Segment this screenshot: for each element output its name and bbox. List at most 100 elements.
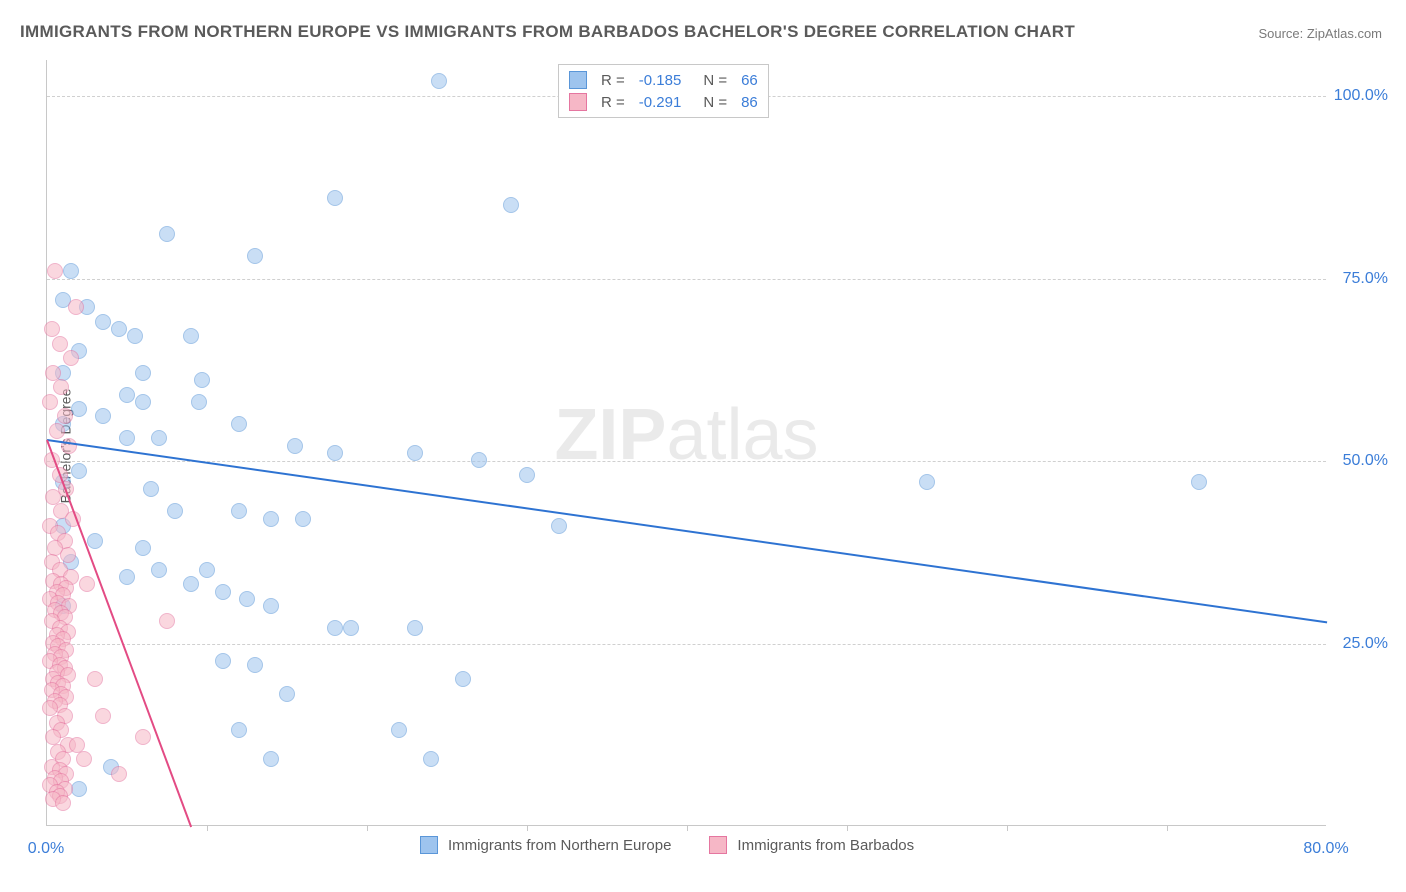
data-point [135,540,151,556]
data-point [135,729,151,745]
data-point [135,394,151,410]
data-point [191,394,207,410]
scatter-plot-area: ZIPatlas [46,60,1326,826]
x-tick-label: 80.0% [1303,840,1348,858]
legend-swatch [569,93,587,111]
data-point [71,463,87,479]
data-point [247,657,263,673]
data-point [247,248,263,264]
data-point [49,423,65,439]
data-point [53,379,69,395]
gridline-horizontal [47,279,1326,280]
x-tick [367,825,368,831]
data-point [119,387,135,403]
y-tick-label: 100.0% [1334,87,1388,105]
legend-label: Immigrants from Northern Europe [448,837,671,854]
data-point [159,226,175,242]
data-point [68,299,84,315]
x-tick [687,825,688,831]
legend-swatch [420,836,438,854]
gridline-horizontal [47,644,1326,645]
series-legend: Immigrants from Northern Europe Immigrant… [420,836,942,854]
data-point [183,576,199,592]
data-point [194,372,210,388]
data-point [231,416,247,432]
data-point [279,686,295,702]
data-point [423,751,439,767]
data-point [231,722,247,738]
data-point [199,562,215,578]
data-point [111,321,127,337]
data-point [343,620,359,636]
data-point [52,336,68,352]
data-point [295,511,311,527]
data-point [1191,474,1207,490]
data-point [119,569,135,585]
source-attribution: Source: ZipAtlas.com [1258,26,1382,41]
data-point [327,620,343,636]
data-point [63,263,79,279]
chart-title: IMMIGRANTS FROM NORTHERN EUROPE VS IMMIG… [20,22,1075,42]
data-point [455,671,471,687]
data-point [239,591,255,607]
data-point [231,503,247,519]
x-tick [207,825,208,831]
watermark: ZIPatlas [554,393,818,475]
data-point [919,474,935,490]
data-point [407,445,423,461]
data-point [119,430,135,446]
data-point [111,766,127,782]
data-point [71,401,87,417]
data-point [76,751,92,767]
data-point [215,653,231,669]
data-point [143,481,159,497]
data-point [287,438,303,454]
legend-row: R =-0.185N =66 [569,69,758,91]
data-point [159,613,175,629]
legend-label: Immigrants from Barbados [737,837,914,854]
legend-swatch [709,836,727,854]
x-tick [527,825,528,831]
data-point [519,467,535,483]
data-point [71,781,87,797]
data-point [87,533,103,549]
data-point [42,394,58,410]
x-tick-label: 0.0% [28,840,64,858]
data-point [47,263,63,279]
data-point [263,598,279,614]
data-point [551,518,567,534]
y-tick-label: 50.0% [1343,452,1388,470]
data-point [44,321,60,337]
data-point [87,671,103,687]
data-point [95,314,111,330]
data-point [503,197,519,213]
data-point [407,620,423,636]
gridline-horizontal [47,461,1326,462]
data-point [391,722,407,738]
data-point [127,328,143,344]
data-point [135,365,151,381]
data-point [61,438,77,454]
data-point [215,584,231,600]
x-tick [847,825,848,831]
data-point [263,751,279,767]
x-tick [1167,825,1168,831]
data-point [263,511,279,527]
data-point [471,452,487,468]
data-point [60,547,76,563]
data-point [167,503,183,519]
data-point [45,489,61,505]
data-point [55,795,71,811]
legend-swatch [569,71,587,89]
data-point [45,365,61,381]
data-point [57,408,73,424]
data-point [95,708,111,724]
data-point [63,350,79,366]
data-point [151,562,167,578]
data-point [327,190,343,206]
data-point [79,576,95,592]
legend-row: R =-0.291N =86 [569,91,758,113]
y-tick-label: 75.0% [1343,270,1388,288]
data-point [183,328,199,344]
y-tick-label: 25.0% [1343,635,1388,653]
